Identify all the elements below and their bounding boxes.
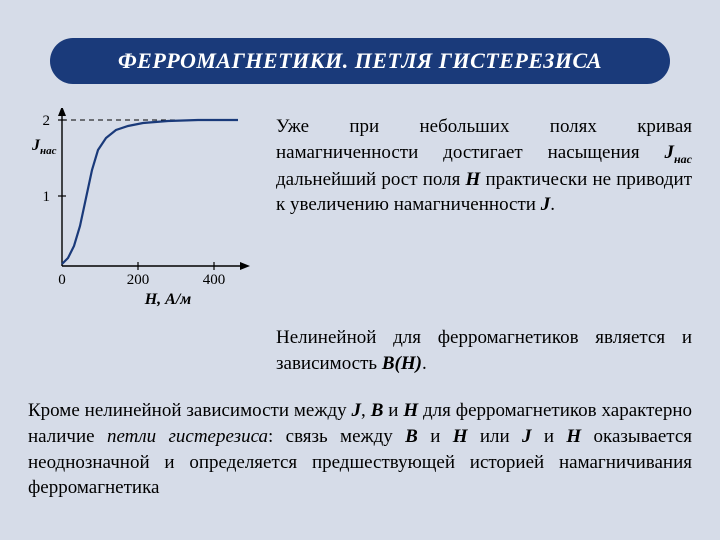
symbol-j-2: J [352,400,362,421]
symbol-h-4: H [566,426,581,447]
content-row-2: Нелинейной для ферромагнетиков является … [28,319,692,376]
svg-text:400: 400 [203,272,226,288]
symbol-j: J [541,194,551,215]
magnetization-chart: 1 2 Jнас 0 200 400 J, 106 А/м H, А/м [28,108,258,313]
page-title: ФЕРРОМАГНЕТИКИ. ПЕТЛЯ ГИСТЕРЕЗИСА [118,48,602,73]
p3-text-a: Кроме нелинейной зависимости между [28,400,352,421]
svg-text:0: 0 [58,272,66,288]
svg-text:200: 200 [127,272,150,288]
svg-text:H, А/м: H, А/м [144,291,192,308]
symbol-j-3: J [522,426,532,447]
content-row-1: 1 2 Jнас 0 200 400 J, 106 А/м H, А/м Уже… [28,108,692,313]
symbol-h: H [466,169,481,190]
symbol-b-2: B [405,426,418,447]
paragraph-3: Кроме нелинейной зависимости между J, B … [28,398,692,501]
chart-svg: 1 2 Jнас 0 200 400 J, 106 А/м H, А/м [28,108,258,308]
svg-text:1: 1 [43,189,51,205]
symbol-h-2: H [403,400,418,421]
p2-text-b: . [422,353,427,374]
symbol-h-3: H [453,426,468,447]
paragraph-1: Уже при небольших полях кривая намагниче… [276,114,692,218]
symbol-bh: B(H) [382,353,422,374]
svg-text:2: 2 [43,113,51,129]
symbol-j-nas: Jнас [665,142,693,163]
p1-text-a: Уже при небольших полях кривая намагниче… [276,116,692,163]
symbol-b: B [371,400,384,421]
svg-text:Jнас: Jнас [31,137,57,157]
paragraph-2: Нелинейной для ферромагнетиков является … [276,325,692,376]
title-pill: ФЕРРОМАГНЕТИКИ. ПЕТЛЯ ГИСТЕРЕЗИСА [50,38,670,84]
p1-text-b: дальнейший рост поля [276,169,466,190]
hysteresis-term: петли гистерезиса [107,426,268,447]
p1-text-d: . [550,194,555,215]
p2-text-a: Нелинейной для ферромагнетиков является … [276,327,692,374]
